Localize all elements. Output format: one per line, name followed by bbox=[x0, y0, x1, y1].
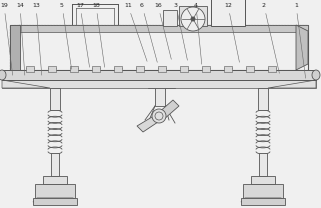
Bar bbox=[202, 66, 210, 72]
Text: 16: 16 bbox=[154, 3, 171, 59]
Bar bbox=[163, 10, 177, 26]
Text: 2: 2 bbox=[262, 3, 279, 73]
Bar bbox=[51, 153, 59, 176]
Polygon shape bbox=[268, 80, 316, 88]
Bar bbox=[241, 198, 285, 205]
Text: 1: 1 bbox=[294, 3, 306, 78]
Ellipse shape bbox=[312, 70, 320, 80]
Polygon shape bbox=[33, 198, 77, 202]
Bar bbox=[35, 184, 75, 198]
Text: 6: 6 bbox=[140, 3, 157, 62]
Text: 12: 12 bbox=[224, 3, 239, 62]
Bar bbox=[2, 80, 316, 88]
Bar bbox=[259, 153, 267, 176]
Bar bbox=[243, 184, 283, 198]
Text: 3: 3 bbox=[174, 3, 187, 60]
Bar bbox=[10, 25, 308, 32]
Text: 19: 19 bbox=[0, 3, 13, 75]
Circle shape bbox=[190, 16, 195, 21]
Polygon shape bbox=[157, 100, 179, 120]
Bar bbox=[268, 66, 276, 72]
Polygon shape bbox=[2, 80, 50, 88]
Bar bbox=[180, 66, 188, 72]
Bar bbox=[224, 66, 232, 72]
Bar bbox=[2, 70, 316, 80]
Bar bbox=[158, 66, 166, 72]
Text: 14: 14 bbox=[16, 3, 25, 75]
Bar bbox=[92, 66, 100, 72]
Bar bbox=[114, 66, 122, 72]
Bar bbox=[33, 198, 77, 205]
Text: 13: 13 bbox=[32, 3, 42, 75]
Text: 4: 4 bbox=[194, 3, 202, 64]
Bar bbox=[258, 88, 268, 110]
Bar bbox=[10, 25, 308, 70]
Bar bbox=[43, 176, 67, 184]
Text: 17: 17 bbox=[76, 3, 90, 67]
Polygon shape bbox=[241, 198, 285, 202]
Bar bbox=[26, 66, 34, 72]
Polygon shape bbox=[137, 114, 161, 132]
Bar bbox=[50, 88, 60, 110]
Bar bbox=[48, 66, 56, 72]
Bar bbox=[179, 6, 207, 26]
Circle shape bbox=[181, 7, 205, 31]
Text: 11: 11 bbox=[124, 3, 147, 61]
Text: 18: 18 bbox=[92, 3, 105, 67]
Bar bbox=[136, 66, 144, 72]
Polygon shape bbox=[296, 25, 308, 70]
Bar bbox=[155, 88, 165, 106]
Bar bbox=[70, 66, 78, 72]
Bar bbox=[246, 66, 254, 72]
Bar bbox=[10, 25, 20, 70]
Bar bbox=[251, 176, 275, 184]
Ellipse shape bbox=[0, 70, 6, 80]
Circle shape bbox=[152, 109, 166, 123]
Bar bbox=[211, 0, 245, 26]
Text: 5: 5 bbox=[60, 3, 72, 69]
